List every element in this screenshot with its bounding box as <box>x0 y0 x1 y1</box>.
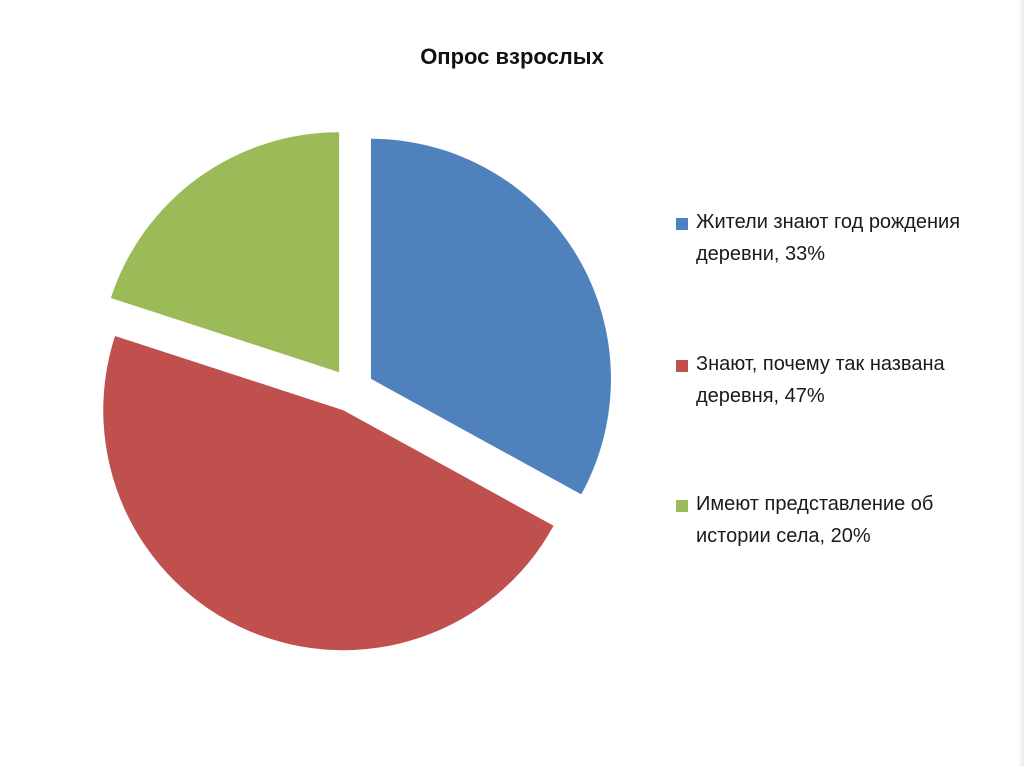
slide-edge <box>1018 0 1024 767</box>
legend-label-name: Знают, почему так названа деревня, 47% <box>696 353 945 407</box>
legend-swatch-history <box>676 500 688 512</box>
legend-swatch-year <box>676 218 688 230</box>
pie-slice-history <box>110 132 340 373</box>
legend-item-name: Знают, почему так названа деревня, 47% <box>676 353 976 412</box>
legend-item-year: Жители знают год рождения деревни, 33% <box>676 211 976 270</box>
pie-slice-name <box>103 336 554 651</box>
legend-label-year: Жители знают год рождения деревни, 33% <box>696 211 961 265</box>
legend-label-history: Имеют представление об истории села, 20% <box>696 493 934 547</box>
legend-item-history: Имеют представление об истории села, 20% <box>676 493 976 552</box>
pie-slice-year <box>370 138 611 495</box>
legend-swatch-name <box>676 360 688 372</box>
chart-title: Опрос взрослых <box>420 44 604 69</box>
